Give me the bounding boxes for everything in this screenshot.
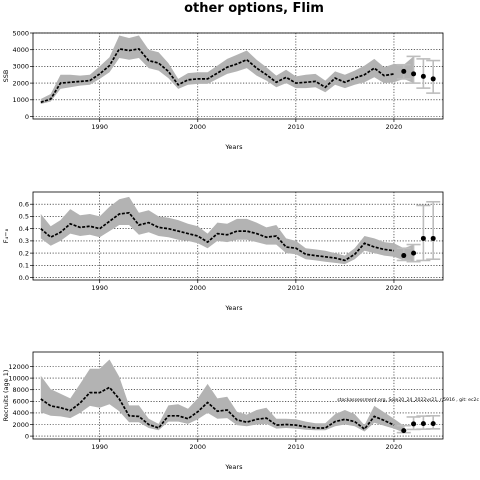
forecast-point bbox=[401, 68, 407, 74]
ytick-label: 8000 bbox=[12, 386, 29, 394]
xtick-label: 1990 bbox=[91, 123, 108, 131]
fbar-panel: 1990 2000 2010 2020 0.0 0.1 0.2 0.3 0.4 0.5 0.6 Yea… bbox=[2, 191, 444, 312]
axes-frame bbox=[32, 191, 444, 281]
xtick-label: 2010 bbox=[288, 284, 305, 292]
xtick-label: 2020 bbox=[386, 443, 403, 451]
ytick-label: 12000 bbox=[8, 363, 29, 371]
y-axis-label: F₄−₈ bbox=[2, 228, 10, 243]
forecast-2022 bbox=[406, 416, 421, 431]
axes-frame bbox=[32, 32, 444, 120]
ytick-label: 0 bbox=[25, 432, 29, 440]
forecast-point bbox=[420, 73, 426, 79]
forecast-point bbox=[411, 71, 417, 77]
forecast-2022 bbox=[406, 243, 421, 263]
x-axis-label: Years bbox=[224, 143, 243, 151]
forecast-point bbox=[420, 421, 426, 427]
estimate-line bbox=[40, 386, 395, 431]
y-axis-label: SSB bbox=[2, 70, 10, 83]
xtick-label: 2000 bbox=[190, 123, 207, 131]
forecast-2023 bbox=[416, 58, 431, 89]
forecast-2024 bbox=[426, 414, 441, 430]
confidence-band bbox=[40, 359, 404, 433]
xtick-label: 1990 bbox=[91, 284, 108, 292]
ytick-label: 0.5 bbox=[19, 213, 29, 221]
xtick-label: 2000 bbox=[190, 284, 207, 292]
confidence-band bbox=[40, 35, 414, 104]
x-axis-label: Years bbox=[224, 463, 243, 471]
x-axis-label: Years bbox=[224, 304, 243, 312]
y-axis-label: Recruits (age 1) bbox=[2, 370, 10, 422]
xtick-label: 2020 bbox=[386, 284, 403, 292]
ytick-label: 0.6 bbox=[19, 201, 29, 209]
forecast-2021 bbox=[396, 424, 411, 434]
ytick-label: 2000 bbox=[12, 79, 29, 87]
axes-frame bbox=[32, 351, 444, 440]
ytick-label: 4000 bbox=[12, 46, 29, 54]
panels: 1990 2000 2010 2020 0 1000 2000 3000 4000 5000 Yea… bbox=[2, 29, 444, 471]
ytick-label: 0.3 bbox=[19, 237, 29, 245]
forecast-2024 bbox=[426, 200, 441, 261]
forecast-2021 bbox=[396, 247, 411, 262]
watermark-note: stockassessment.org, Sole20_24_2022vs21,… bbox=[337, 397, 479, 403]
forecast-2023 bbox=[416, 415, 431, 430]
forecast-point bbox=[401, 253, 407, 259]
ytick-label: 0.0 bbox=[19, 274, 29, 282]
ssb-panel: 1990 2000 2010 2020 0 1000 2000 3000 4000 5000 Yea… bbox=[2, 29, 444, 151]
estimate-line bbox=[40, 47, 395, 104]
xtick-label: 2010 bbox=[288, 443, 305, 451]
forecast-point bbox=[420, 235, 426, 241]
confidence-band bbox=[40, 196, 414, 265]
ytick-label: 10000 bbox=[8, 374, 29, 382]
forecast-point bbox=[401, 428, 407, 434]
forecast-point bbox=[430, 421, 436, 427]
ytick-label: 3000 bbox=[12, 63, 29, 71]
ytick-label: 6000 bbox=[12, 398, 29, 406]
xtick-label: 2000 bbox=[190, 443, 207, 451]
forecast-point bbox=[411, 421, 417, 427]
forecast-2021 bbox=[396, 63, 411, 80]
ytick-label: 0 bbox=[25, 113, 29, 121]
forecast-2024 bbox=[426, 59, 441, 94]
forecast-point bbox=[430, 76, 436, 82]
recruits-panel: 1990 2000 2010 2020 0 2000 4000 6000 8000 10000 12… bbox=[2, 351, 444, 471]
forecast-point bbox=[411, 250, 417, 256]
figure-title: other options, Flim bbox=[184, 1, 324, 16]
ytick-label: 0.4 bbox=[19, 225, 29, 233]
estimate-line bbox=[40, 211, 395, 262]
xtick-label: 2020 bbox=[386, 123, 403, 131]
ytick-label: 5000 bbox=[12, 29, 29, 37]
ytick-label: 0.1 bbox=[19, 262, 29, 270]
forecast-2022 bbox=[406, 55, 421, 84]
forecast-2023 bbox=[416, 204, 431, 262]
ytick-label: 1000 bbox=[12, 96, 29, 104]
ytick-label: 2000 bbox=[12, 421, 29, 429]
ytick-label: 4000 bbox=[12, 409, 29, 417]
ytick-label: 0.2 bbox=[19, 249, 29, 257]
xtick-label: 1990 bbox=[91, 443, 108, 451]
xtick-label: 2010 bbox=[288, 123, 305, 131]
forecast-point bbox=[430, 235, 436, 241]
